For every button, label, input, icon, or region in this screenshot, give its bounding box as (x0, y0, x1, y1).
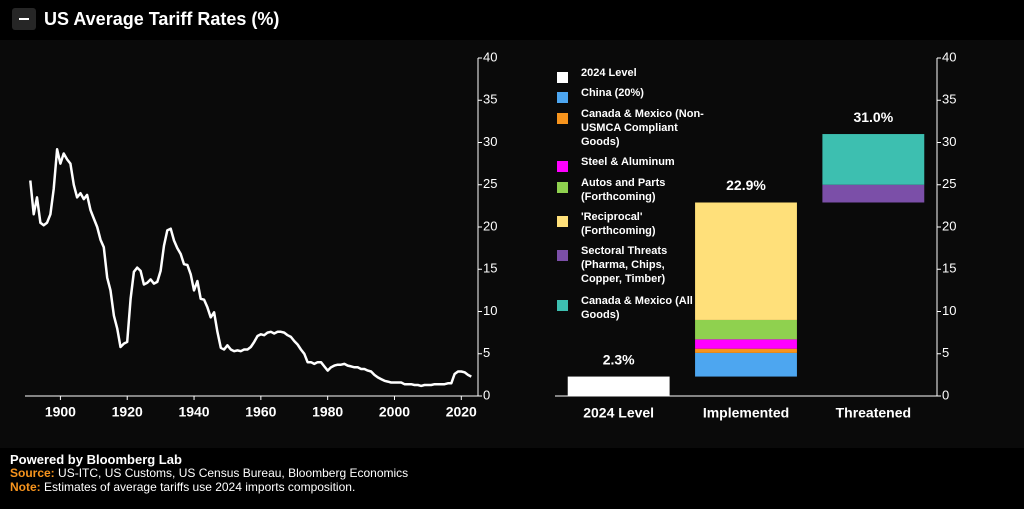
y-tick-label: 15 (483, 261, 497, 276)
legend-label: 'Reciprocal' (Forthcoming) (581, 211, 656, 237)
legend-label: Sectoral Threats (Pharma, Chips, Copper,… (581, 245, 668, 285)
x-tick-label: 1960 (245, 404, 276, 420)
legend-swatch (557, 216, 568, 227)
bar-segment (695, 339, 797, 349)
source: Source: US-ITC, US Customs, US Census Bu… (10, 466, 408, 480)
y-tick-label: 25 (942, 176, 956, 191)
note-label: Note: (10, 480, 41, 494)
legend-swatch (557, 250, 568, 261)
x-tick-label: Threatened (836, 405, 911, 421)
y-tick-label: 0 (483, 387, 490, 402)
line-series (29, 148, 472, 388)
bar-segment (695, 348, 797, 353)
legend-label: 2024 Level (581, 67, 637, 79)
y-tick-label: 20 (483, 218, 497, 233)
y-tick-label: 20 (942, 218, 956, 233)
y-tick-label: 35 (483, 92, 497, 107)
x-tick-label: Implemented (703, 405, 789, 421)
total-label: 22.9% (726, 177, 766, 193)
legend-label: Autos and Parts (Forthcoming) (581, 177, 666, 203)
total-label: 2.3% (603, 351, 635, 367)
bar-segment (822, 184, 925, 203)
x-tick-label: 1900 (45, 404, 76, 420)
x-tick-label: 2000 (379, 404, 410, 420)
legend-label: Canada & Mexico (All Goods) (581, 295, 693, 321)
legend-label: Steel & Aluminum (581, 156, 675, 168)
x-tick-label: 1980 (312, 404, 343, 420)
y-tick-label: 30 (942, 134, 956, 149)
y-tick-label: 40 (942, 49, 956, 64)
x-tick-label: 1920 (112, 404, 143, 420)
x-tick-label: 2024 Level (583, 405, 654, 421)
page-title: US Average Tariff Rates (%) (44, 9, 279, 29)
y-tick-label: 5 (942, 345, 949, 360)
panel (0, 40, 1024, 448)
y-tick-label: 15 (942, 261, 956, 276)
x-tick-label: 1940 (178, 404, 209, 420)
bar-segment (567, 376, 670, 396)
legend-swatch (557, 182, 568, 193)
y-tick-label: 5 (483, 345, 490, 360)
bar-segment (822, 134, 925, 185)
y-tick-label: 40 (483, 49, 497, 64)
y-tick-label: 30 (483, 134, 497, 149)
x-tick-label: 2020 (446, 404, 477, 420)
legend-swatch (557, 92, 568, 103)
y-tick-label: 35 (942, 92, 956, 107)
legend-swatch (557, 113, 568, 124)
bar-segment (695, 202, 797, 320)
y-tick-label: 0 (942, 387, 949, 402)
total-label: 31.0% (853, 109, 893, 125)
legend-label: Canada & Mexico (Non-USMCA Compliant Goo… (581, 108, 704, 148)
legend-swatch (557, 161, 568, 172)
y-tick-label: 25 (483, 176, 497, 191)
source-label: Source: (10, 466, 55, 480)
legend-swatch (557, 300, 568, 311)
y-tick-label: 10 (942, 303, 956, 318)
note-text: Estimates of average tariffs use 2024 im… (44, 480, 356, 494)
bar-segment (695, 352, 797, 377)
legend-swatch (557, 72, 568, 83)
powered-by: Powered by Bloomberg Lab (10, 452, 182, 467)
note: Note: Estimates of average tariffs use 2… (10, 480, 355, 494)
legend-label: China (20%) (581, 87, 644, 99)
source-text: US-ITC, US Customs, US Census Bureau, Bl… (58, 466, 409, 480)
y-tick-label: 10 (483, 303, 497, 318)
bar-segment (695, 319, 797, 340)
